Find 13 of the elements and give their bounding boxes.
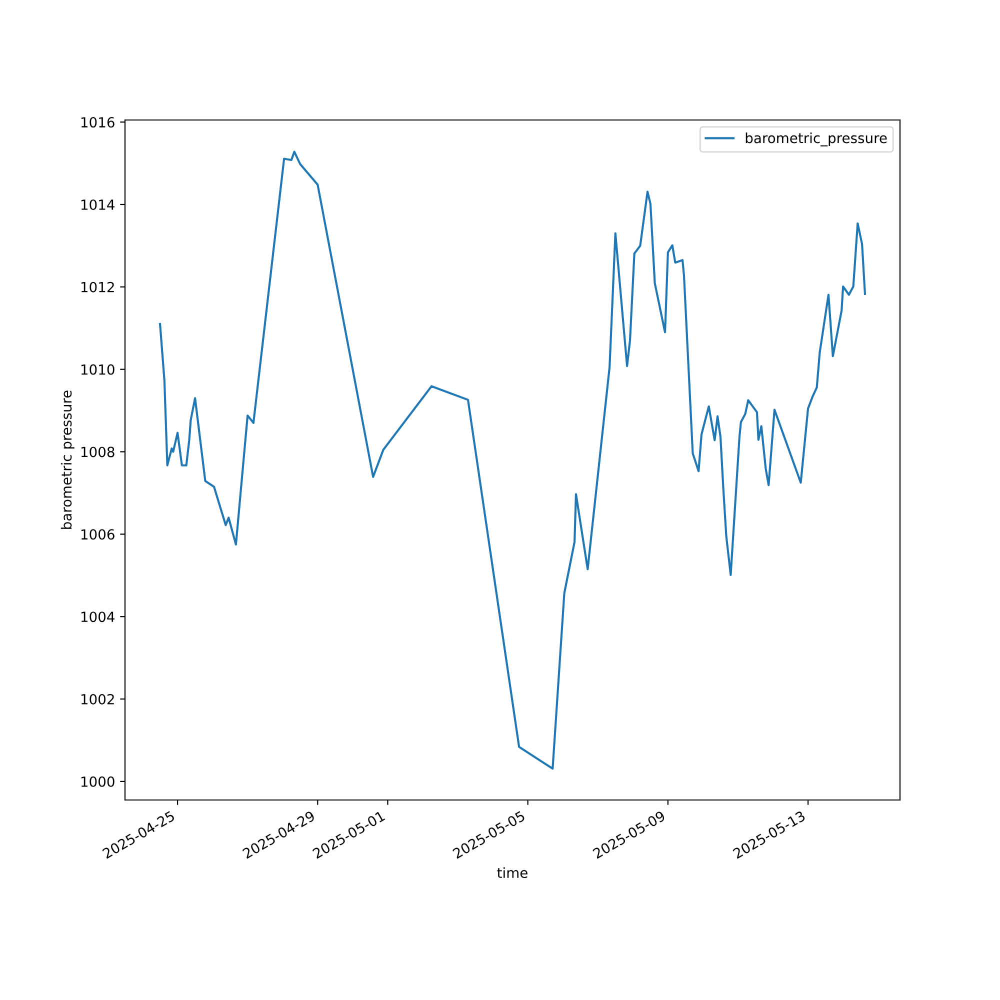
- y-axis-title: barometric pressure: [60, 390, 74, 529]
- y-tick-label: 1000: [81, 776, 114, 787]
- y-tick-label: 1014: [81, 199, 114, 210]
- y-tick-label: 1002: [81, 694, 114, 705]
- y-tick-label: 1006: [81, 529, 114, 540]
- x-axis-title: time: [497, 867, 528, 878]
- y-tick-label: 1010: [81, 364, 114, 375]
- y-tick-label: 1004: [81, 612, 114, 622]
- legend-label: barometric_pressure: [746, 132, 887, 146]
- y-tick-label: 1012: [81, 282, 114, 292]
- line-series: [158, 150, 866, 770]
- y-tick-label: 1008: [81, 446, 114, 458]
- y-tick-label: 1016: [81, 117, 114, 128]
